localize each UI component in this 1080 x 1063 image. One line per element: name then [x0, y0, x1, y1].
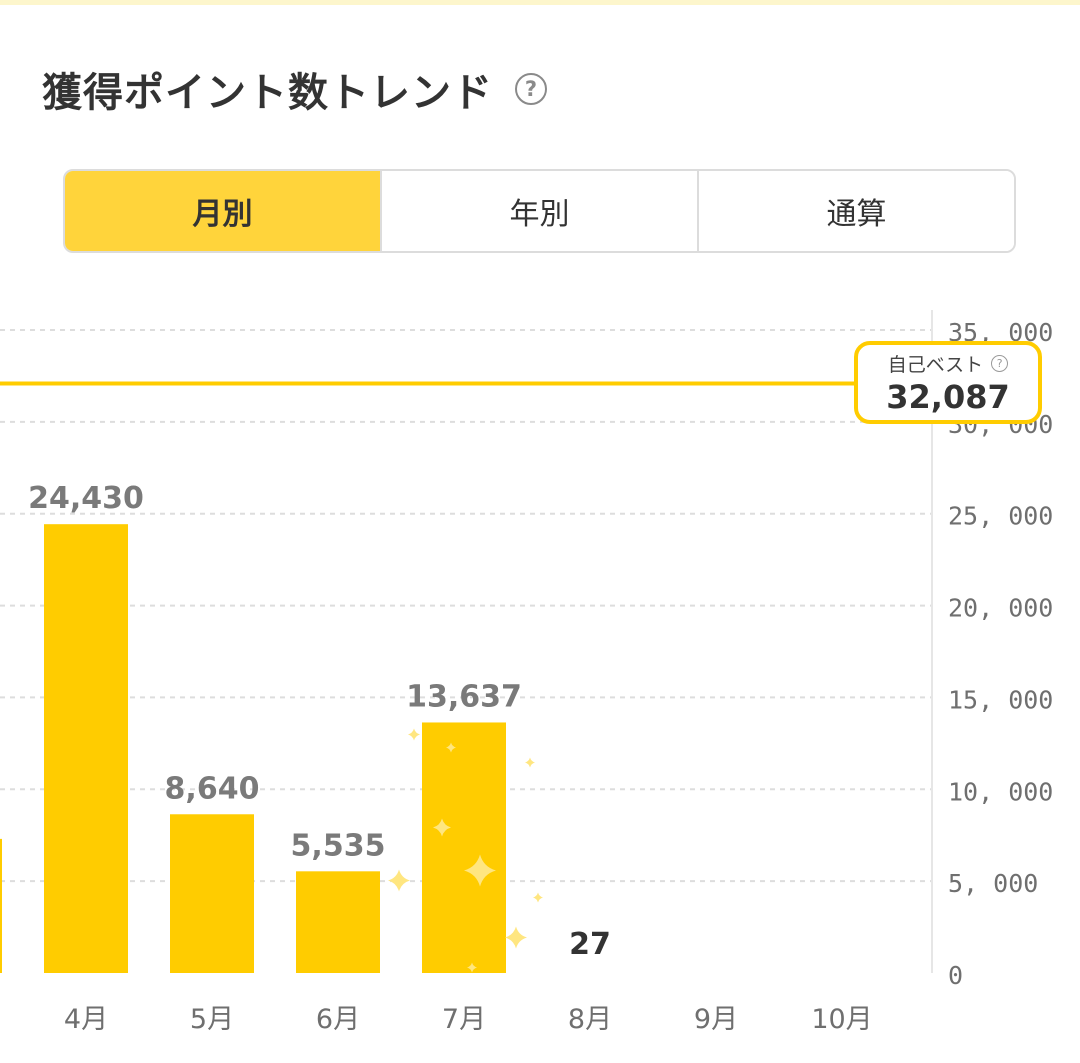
- personal-best-label: 自己ベスト: [887, 353, 984, 376]
- x-tick-label: 5月: [190, 1004, 234, 1035]
- tab-total[interactable]: 通算: [697, 171, 1014, 251]
- x-tick-label: 6月: [316, 1004, 360, 1035]
- bar-value-label: 13,637: [406, 679, 522, 714]
- personal-best-help-icon[interactable]: ?: [991, 354, 1009, 372]
- sparkle-icon: [408, 728, 420, 741]
- y-tick-label: 10, 000: [948, 777, 1053, 806]
- bar-value-label: 5,535: [291, 828, 386, 863]
- x-tick-label: 7月: [442, 1004, 486, 1035]
- x-tick-label: 8月: [568, 1004, 612, 1035]
- y-tick-label: 0: [948, 961, 963, 990]
- bar-value-label: 8,640: [165, 771, 260, 806]
- sparkle-icon: [505, 926, 527, 949]
- x-tick-label: 10月: [811, 1004, 872, 1035]
- y-tick-label: 5, 000: [948, 869, 1038, 898]
- tab-yearly[interactable]: 年別: [380, 171, 697, 251]
- bar-value-label: 24,430: [28, 481, 144, 516]
- x-tick-label: 9月: [694, 1004, 738, 1035]
- page-title: 獲得ポイント数トレンド: [42, 70, 493, 116]
- y-tick-label: 15, 000: [948, 685, 1053, 714]
- personal-best-badge: 自己ベスト ? 32,087: [854, 341, 1042, 424]
- sparkle-icon: [433, 818, 451, 837]
- y-tick-label: 25, 000: [948, 502, 1053, 531]
- bar: [44, 524, 128, 973]
- bar: [296, 871, 380, 973]
- sparkle-icon: [388, 869, 410, 892]
- top-banner-strip: [0, 0, 1080, 5]
- personal-best-value: 32,087: [886, 377, 1010, 416]
- bar: [170, 814, 254, 973]
- x-tick-label: 4月: [64, 1004, 108, 1035]
- sparkle-icon: [467, 962, 477, 973]
- bar-value-label: 27: [569, 927, 611, 962]
- help-question-icon[interactable]: ?: [515, 73, 547, 105]
- y-tick-label: 20, 000: [948, 594, 1053, 623]
- header: 獲得ポイント数トレンド ?: [42, 60, 547, 118]
- sparkle-icon: [464, 854, 496, 887]
- sparkle-icon: [525, 757, 535, 768]
- tab-monthly[interactable]: 月別: [65, 171, 380, 251]
- bar: [422, 722, 506, 973]
- sparkle-icon: [533, 892, 543, 903]
- bar: [0, 838, 2, 973]
- period-segmented-control: 月別 年別 通算: [63, 169, 1016, 253]
- sparkle-icon: [446, 742, 456, 753]
